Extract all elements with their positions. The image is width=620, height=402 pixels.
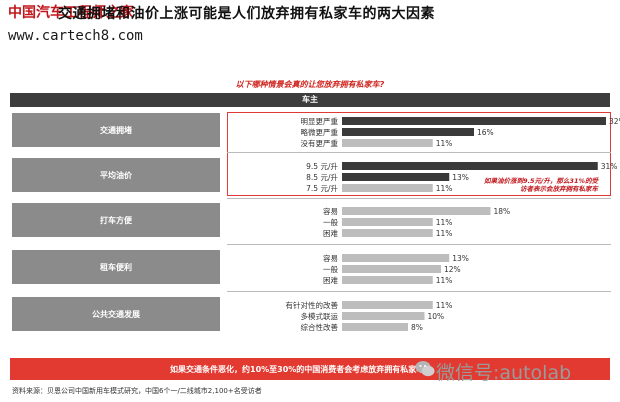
- category-label: 交通拥堵: [100, 125, 132, 135]
- bar: [342, 128, 474, 136]
- bar-label: 7.5 元/升: [306, 184, 338, 193]
- bar-label: 没有更严重: [301, 138, 339, 148]
- wechat-icon: [415, 361, 435, 377]
- category-box: 交通拥堵: [12, 113, 220, 147]
- site-watermark-cn: 中国汽车工程师之家: [8, 5, 134, 21]
- bar-value-label: 11%: [436, 276, 453, 285]
- category-box: 公共交通发展: [12, 297, 220, 331]
- bar-value-label: 8%: [411, 323, 423, 332]
- banner-text: 如果交通条件恶化，约10%至30%的中国消费者会考虑放弃拥有私家车: [170, 364, 425, 374]
- highlight-frame: [227, 112, 611, 196]
- bar-label: 略微更严重: [301, 127, 339, 137]
- bar-value-label: 12%: [444, 265, 461, 274]
- bar: [342, 265, 441, 273]
- bar: [342, 218, 433, 226]
- category-box: 平均油价: [12, 158, 220, 192]
- bar-label: 容易: [323, 206, 338, 216]
- bar: [342, 162, 598, 170]
- bar-label: 困难: [323, 228, 338, 238]
- row-divider: [227, 244, 611, 245]
- bar-value-label: 11%: [436, 184, 453, 193]
- bar-value-label: 10%: [428, 312, 445, 321]
- category-box: 租车便利: [12, 250, 220, 284]
- wechat-label: 微信号:: [436, 362, 500, 384]
- row-divider: [227, 291, 611, 292]
- bar-value-label: 11%: [436, 218, 453, 227]
- category-label: 租车便利: [100, 262, 132, 272]
- bar-value-label: 31%: [601, 162, 618, 171]
- bar: [342, 323, 408, 331]
- bar: [342, 276, 433, 284]
- bar-value-label: 16%: [477, 128, 494, 137]
- bar: [342, 229, 433, 237]
- bar-label: 一般: [323, 217, 338, 227]
- bar: [342, 173, 450, 181]
- bar: [342, 301, 433, 309]
- bar: [342, 184, 433, 192]
- bar-label: 一般: [323, 264, 338, 274]
- source-note: 资料来源：贝恩公司中国新用车模式研究，中国6个一/二线城市2,100+名受访者: [12, 387, 262, 395]
- fuel-price-note: 如果油价涨到9.5元/升，那么31%的受访者表示会放弃拥有私家车: [484, 177, 598, 193]
- bar-value-label: 32%: [609, 117, 620, 126]
- category-label: 打车方便: [100, 215, 132, 225]
- bar-value-label: 11%: [436, 301, 453, 310]
- bar-value-label: 13%: [452, 254, 469, 263]
- category-box: 打车方便: [12, 203, 220, 237]
- bar-value-label: 18%: [494, 207, 511, 216]
- bar-value-label: 13%: [452, 173, 469, 182]
- category-label: 公共交通发展: [92, 309, 140, 319]
- bar-label: 综合性改善: [301, 322, 339, 332]
- bar-label: 容易: [323, 253, 338, 263]
- bar: [342, 117, 606, 125]
- survey-question: 以下哪种情景会真的让您放弃拥有私家车?: [235, 80, 385, 89]
- wechat-watermark: 微信号:autolab: [436, 358, 571, 385]
- bar-value-label: 11%: [436, 229, 453, 238]
- site-watermark-url: www.cartech8.com: [8, 28, 143, 44]
- row-divider: [227, 198, 611, 199]
- bar: [342, 312, 425, 320]
- bar-label: 9.5 元/升: [306, 162, 338, 171]
- bar-value-label: 11%: [436, 139, 453, 148]
- wechat-id: autolab: [499, 362, 572, 384]
- bar: [342, 207, 491, 215]
- bar: [342, 254, 450, 262]
- bar-label: 有针对性的改善: [286, 300, 339, 310]
- owner-band: 车主: [10, 93, 610, 107]
- bar-label: 多模式联运: [301, 311, 339, 321]
- bar-label: 明显更严重: [301, 117, 339, 126]
- conclusion-banner: 如果交通条件恶化，约10%至30%的中国消费者会考虑放弃拥有私家车: [10, 358, 610, 380]
- bar: [342, 139, 433, 147]
- bar-label: 8.5 元/升: [306, 173, 338, 182]
- category-label: 平均油价: [100, 170, 132, 180]
- row-divider: [227, 152, 611, 153]
- chart-title: 交通拥堵和油价上涨可能是人们放弃拥有私家车的两大因素: [58, 6, 435, 22]
- bar-label: 困难: [323, 275, 338, 285]
